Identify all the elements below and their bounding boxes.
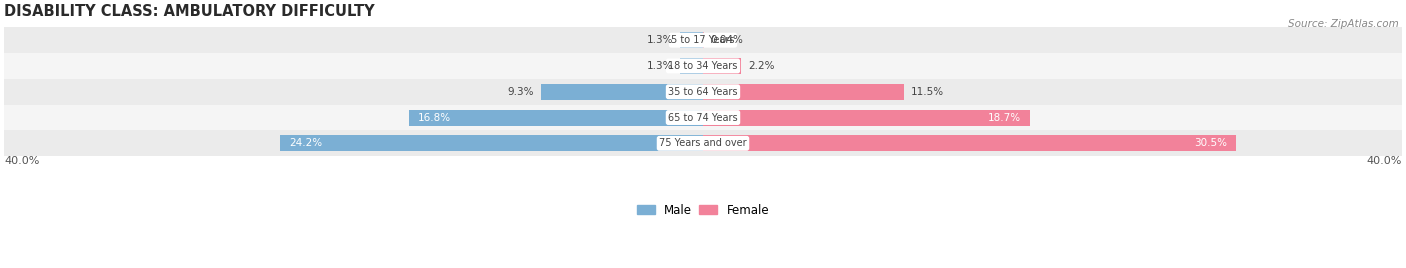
- Text: 75 Years and over: 75 Years and over: [659, 138, 747, 148]
- Bar: [280, 135, 703, 151]
- Legend: Male, Female: Male, Female: [633, 199, 773, 221]
- Text: 24.2%: 24.2%: [290, 138, 322, 148]
- Text: Source: ZipAtlas.com: Source: ZipAtlas.com: [1288, 19, 1399, 29]
- Bar: [681, 58, 703, 74]
- Bar: [4, 131, 1402, 156]
- Text: 1.3%: 1.3%: [647, 35, 673, 45]
- Text: 40.0%: 40.0%: [4, 156, 39, 166]
- Bar: [703, 58, 741, 74]
- Text: 40.0%: 40.0%: [1367, 156, 1402, 166]
- Bar: [681, 32, 703, 48]
- Text: 1.3%: 1.3%: [647, 61, 673, 71]
- Bar: [540, 84, 703, 100]
- Text: 9.3%: 9.3%: [508, 87, 533, 97]
- Bar: [703, 135, 1236, 151]
- Text: 35 to 64 Years: 35 to 64 Years: [668, 87, 738, 97]
- Text: 16.8%: 16.8%: [418, 113, 451, 122]
- Bar: [703, 84, 904, 100]
- Bar: [4, 105, 1402, 131]
- Text: 65 to 74 Years: 65 to 74 Years: [668, 113, 738, 122]
- Bar: [409, 110, 703, 125]
- Text: 11.5%: 11.5%: [911, 87, 943, 97]
- Bar: [4, 27, 1402, 53]
- Bar: [4, 53, 1402, 79]
- Text: 18 to 34 Years: 18 to 34 Years: [668, 61, 738, 71]
- Text: DISABILITY CLASS: AMBULATORY DIFFICULTY: DISABILITY CLASS: AMBULATORY DIFFICULTY: [4, 4, 375, 19]
- Text: 0.04%: 0.04%: [710, 35, 744, 45]
- Text: 5 to 17 Years: 5 to 17 Years: [671, 35, 735, 45]
- Bar: [703, 110, 1029, 125]
- Text: 30.5%: 30.5%: [1194, 138, 1227, 148]
- Text: 18.7%: 18.7%: [988, 113, 1021, 122]
- Text: 2.2%: 2.2%: [748, 61, 775, 71]
- Bar: [4, 79, 1402, 105]
